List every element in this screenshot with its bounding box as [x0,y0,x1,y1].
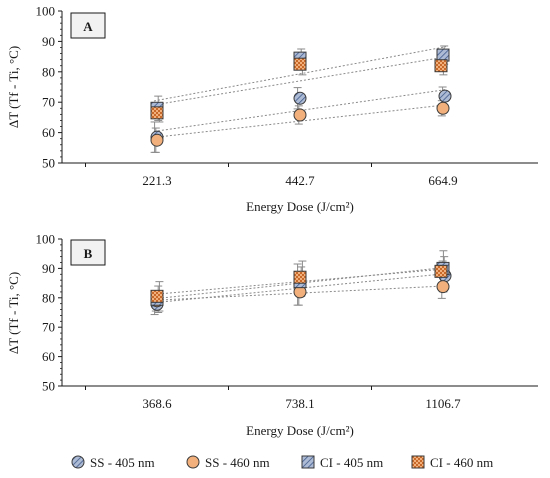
panel-a-y-tick-label: 100 [36,4,56,19]
panel-a-axes: 50 60 70 80 90 100 221.3 442.7 664.9 [36,4,538,188]
legend-item: CI - 460 nm [411,455,493,470]
panel-a-data-point [434,59,448,73]
panel-b-y-tick-label: 90 [42,261,55,276]
legend-item: SS - 405 nm [71,455,155,470]
panel-a-label: A [83,19,93,34]
panel-a-data-point [150,133,164,147]
legend-label: SS - 460 nm [205,455,270,470]
panel-a-y-tick-label: 70 [42,95,55,110]
panel-b-trendline [153,266,447,300]
panel-b-markers [150,261,452,311]
panel-b-x-tick-label: 368.6 [142,396,172,411]
panel-a-data-point [150,106,164,120]
panel-a-trendline [153,104,447,138]
panel-b-label: B [84,246,93,261]
panel-b-data-point [150,289,164,303]
panel-a-x-tick-label: 221.3 [142,173,171,188]
panel-b-x-tick-label: 1106.7 [425,396,461,411]
legend: SS - 405 nm SS - 460 nm CI - 405 nm CI - 46… [71,455,493,470]
panel-a-xlabel: Energy Dose (J/cm²) [246,199,354,214]
panel-b-y-tick-label: 100 [36,232,56,247]
panel-a-data-point [436,101,450,115]
panel-a-y-tick-label: 60 [42,125,55,140]
panel-b-ylabel: ΔT (Tf - Ti, °C) [6,272,21,354]
panel-a-label-box: A [70,12,106,39]
panel-b-x-tick-label: 738.1 [285,396,314,411]
legend-item: CI - 405 nm [301,455,383,470]
legend-label: CI - 405 nm [320,455,383,470]
panel-a: 50 60 70 80 90 100 221.3 442.7 664.9 A Energy Do… [6,4,538,214]
panel-b-y-tick-label: 50 [42,379,55,394]
panel-b-data-point [434,264,448,278]
panel-a-data-point [438,89,452,103]
panel-b-trendline [153,268,447,295]
panel-a-y-tick-label: 90 [42,34,55,49]
panel-a-trendline [153,56,447,106]
panel-a-trendline [153,89,447,132]
panel-a-data-point [293,91,307,105]
legend-item: SS - 460 nm [186,455,270,470]
panel-b-data-point [436,280,450,294]
legend-label: SS - 405 nm [90,455,155,470]
panel-a-trendline [153,46,447,102]
panel-b-trendline [153,285,447,301]
panel-b-y-tick-label: 60 [42,349,55,364]
legend-marker [186,455,200,469]
panel-a-x-tick-label: 664.9 [428,173,457,188]
panel-b-trendlines [153,266,447,304]
legend-marker [71,455,85,469]
panel-b-label-box: B [70,239,106,266]
legend-marker [301,455,315,469]
panel-a-data-point [293,108,307,122]
panel-b-y-tick-label: 80 [42,290,55,305]
panel-a-trendlines [153,46,447,138]
legend-label: CI - 460 nm [430,455,493,470]
panel-b-y-tick-label: 70 [42,320,55,335]
panel-a-y-tick-label: 80 [42,64,55,79]
panel-a-markers [150,48,452,147]
panel-a-data-point [293,57,307,71]
panel-a-y-tick-label: 50 [42,156,55,171]
panel-b-axes: 50 60 70 80 90 100 368.6 738.1 1106.7 [36,232,538,411]
panel-b-data-point [293,270,307,284]
panel-a-x-tick-label: 442.7 [285,173,315,188]
panel-b-xlabel: Energy Dose (J/cm²) [246,423,354,438]
legend-marker [411,455,425,469]
panel-b: 50 60 70 80 90 100 368.6 738.1 1106.7 B Energy D… [6,232,538,438]
panel-a-ylabel: ΔT (Tf - Ti, °C) [6,46,21,128]
